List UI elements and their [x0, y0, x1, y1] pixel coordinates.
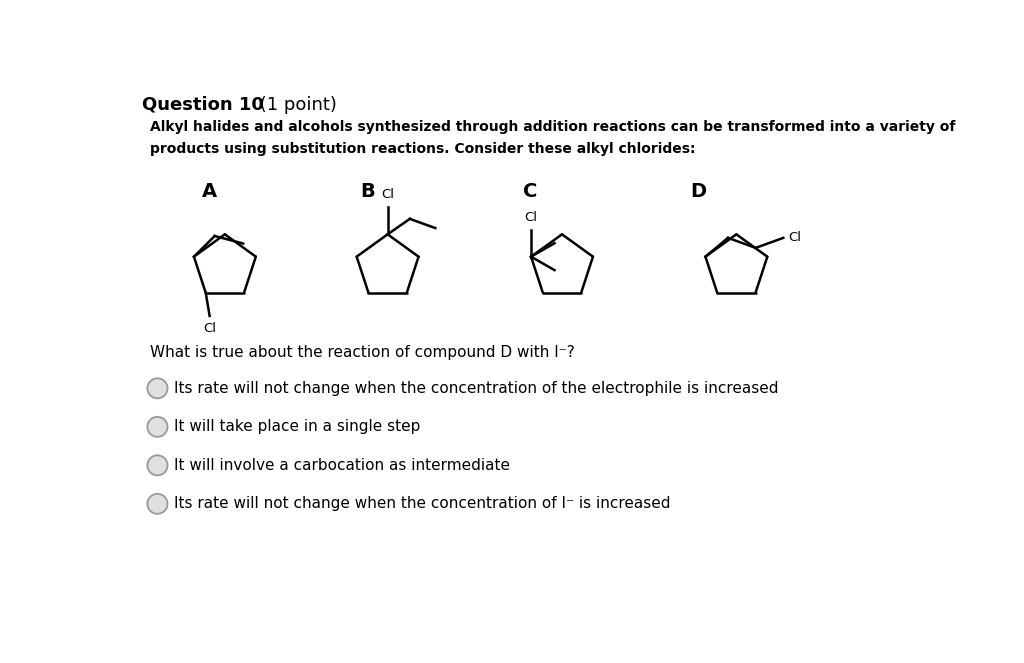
- Circle shape: [147, 494, 168, 514]
- Text: C: C: [523, 182, 538, 201]
- Circle shape: [147, 417, 168, 437]
- Text: Alkyl halides and alcohols synthesized through addition reactions can be transfo: Alkyl halides and alcohols synthesized t…: [150, 121, 955, 135]
- Text: Cl: Cl: [203, 322, 216, 335]
- Text: products using substitution reactions. Consider these alkyl chlorides:: products using substitution reactions. C…: [150, 142, 695, 156]
- Text: A: A: [202, 182, 217, 201]
- Text: Its rate will not change when the concentration of the electrophile is increased: Its rate will not change when the concen…: [174, 381, 779, 396]
- Text: It will involve a carbocation as intermediate: It will involve a carbocation as interme…: [174, 458, 511, 473]
- Text: (1 point): (1 point): [254, 95, 337, 114]
- Text: B: B: [360, 182, 375, 201]
- Text: Question 10: Question 10: [142, 95, 264, 114]
- Text: What is true about the reaction of compound D with I⁻?: What is true about the reaction of compo…: [150, 345, 574, 360]
- Text: Cl: Cl: [524, 211, 538, 223]
- Text: It will take place in a single step: It will take place in a single step: [174, 419, 421, 434]
- Text: Cl: Cl: [381, 188, 394, 201]
- Text: Its rate will not change when the concentration of I⁻ is increased: Its rate will not change when the concen…: [174, 497, 671, 511]
- Circle shape: [147, 455, 168, 475]
- Text: Cl: Cl: [788, 231, 801, 245]
- Text: D: D: [690, 182, 706, 201]
- Circle shape: [147, 379, 168, 398]
